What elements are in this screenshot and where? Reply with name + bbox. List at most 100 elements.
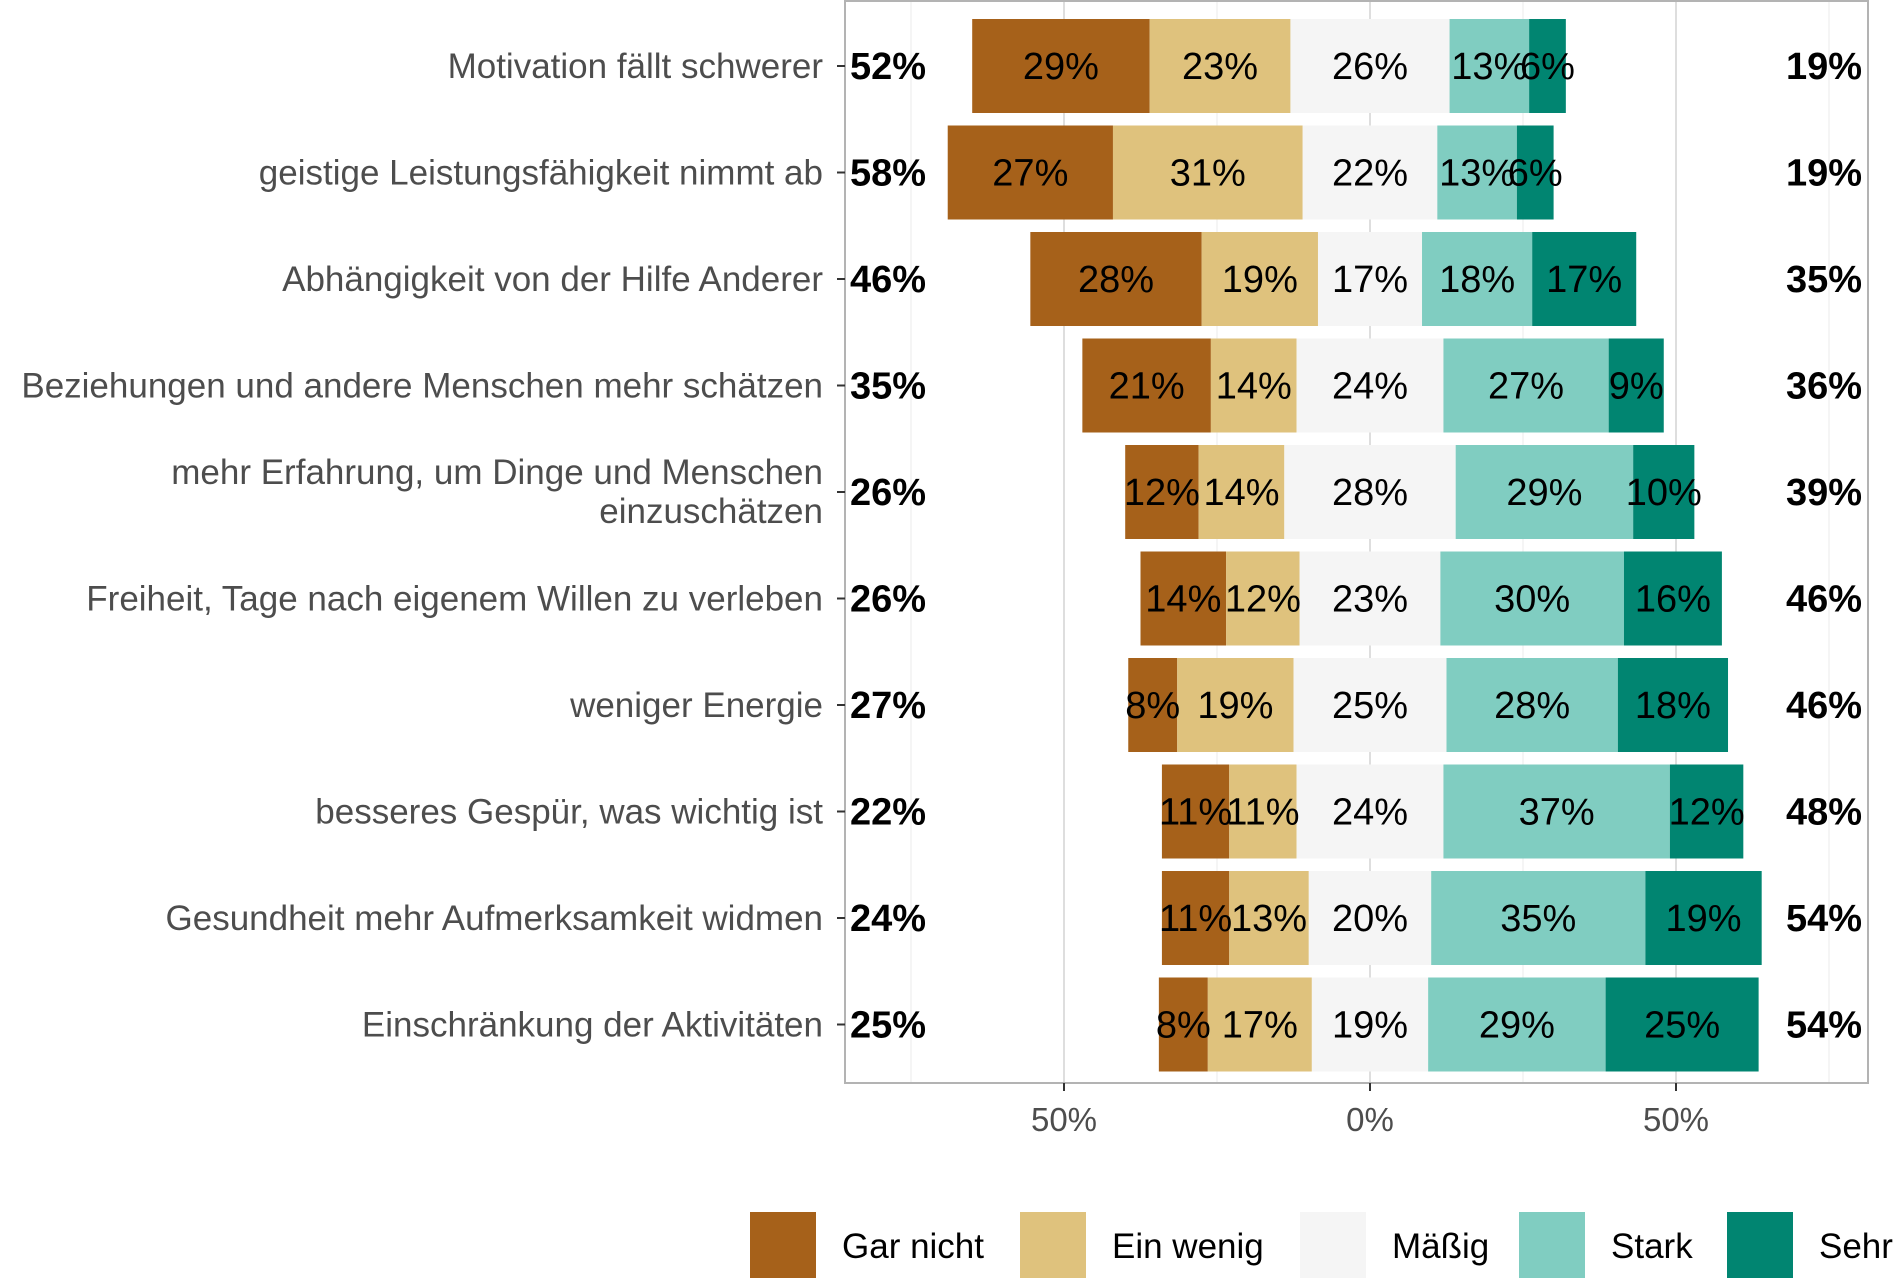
bar-segment-ein-wenig (1210, 338, 1297, 433)
high-total-label: 54% (1786, 898, 1862, 940)
segment-value-label: 17% (1332, 259, 1408, 301)
segment-value-label: 8% (1156, 1005, 1211, 1047)
bar-segment-sehr (1645, 871, 1762, 965)
segment-value-label: 24% (1332, 792, 1408, 834)
bar-segment-sehr (1529, 19, 1566, 113)
segment-value-label: 18% (1635, 685, 1711, 727)
segment-value-label: 23% (1182, 46, 1258, 88)
category-label: Beziehungen und andere Menschen mehr sch… (21, 367, 823, 406)
segment-value-label: 24% (1332, 366, 1408, 408)
legend-key-mäßig (1300, 1212, 1366, 1278)
low-total-label: 26% (850, 579, 926, 621)
segment-value-label: 14% (1145, 579, 1221, 621)
category-label: Motivation fällt schwerer (448, 47, 824, 86)
high-total-label: 35% (1786, 259, 1862, 301)
low-total-label: 26% (850, 472, 926, 514)
bar-segment-ein-wenig (1177, 658, 1294, 752)
low-total-label: 24% (850, 898, 926, 940)
bar-segment-ein-wenig (1149, 19, 1291, 113)
bar-segment-gar-nicht (1161, 764, 1230, 859)
bar-segment-mäßig (1299, 551, 1441, 646)
bar-segment-ein-wenig (1207, 977, 1312, 1072)
high-total-label: 48% (1786, 792, 1862, 834)
category-label: Abhängigkeit von der Hilfe Anderer (282, 260, 823, 299)
segment-value-label: 18% (1439, 259, 1515, 301)
bar-segment-stark (1428, 977, 1606, 1072)
high-total-label: 39% (1786, 472, 1862, 514)
segment-value-label: 10% (1626, 472, 1702, 514)
bar-segment-stark (1443, 764, 1670, 859)
category-label: besseres Gespür, was wichtig ist (315, 793, 823, 832)
bar-segment-ein-wenig (1226, 551, 1300, 646)
segment-value-label: 28% (1494, 685, 1570, 727)
segment-value-label: 13% (1439, 153, 1515, 195)
bar-segment-sehr (1617, 658, 1729, 752)
bar-segment-sehr (1623, 551, 1722, 646)
bars-layer (947, 19, 1762, 1072)
x-axis-tick-label: 50% (1643, 1101, 1709, 1138)
category-label: geistige Leistungsfähigkeit nimmt ab (259, 154, 823, 193)
segment-value-label: 12% (1669, 792, 1745, 834)
segment-value-label: 25% (1332, 685, 1408, 727)
bar-segment-mäßig (1284, 445, 1456, 539)
segment-value-label: 22% (1332, 153, 1408, 195)
segment-value-label: 12% (1124, 472, 1200, 514)
bar-segment-gar-nicht (1128, 658, 1178, 752)
legend-label-sehr: Sehr (1819, 1227, 1893, 1266)
bar-segment-gar-nicht (972, 19, 1150, 113)
legend-label-ein-wenig: Ein wenig (1112, 1227, 1264, 1266)
high-total-label: 54% (1786, 1005, 1862, 1047)
legend-label-stark: Stark (1611, 1227, 1693, 1266)
segment-value-label: 13% (1231, 898, 1307, 940)
segment-value-label: 26% (1332, 46, 1408, 88)
category-label: Einschränkung der Aktivitäten (362, 1006, 823, 1045)
bar-segment-mäßig (1308, 871, 1432, 965)
segment-value-label: 28% (1078, 259, 1154, 301)
bar-segment-ein-wenig (1201, 232, 1318, 326)
bar-segment-mäßig (1293, 658, 1447, 752)
high-total-label: 19% (1786, 153, 1862, 195)
category-label: Freiheit, Tage nach eigenem Willen zu ve… (86, 580, 823, 619)
panel-border (844, 0, 1869, 1084)
x-axis-tick-label: 50% (1031, 1101, 1097, 1138)
bar-segment-sehr (1669, 764, 1744, 859)
low-total-label: 35% (850, 366, 926, 408)
bar-segment-gar-nicht (1030, 232, 1202, 326)
bar-segment-sehr (1605, 977, 1759, 1072)
low-total-label: 27% (850, 685, 926, 727)
bar-segment-stark (1443, 338, 1609, 433)
bar-segment-stark (1437, 125, 1517, 220)
segment-value-label: 12% (1225, 579, 1301, 621)
segment-value-label: 14% (1216, 366, 1292, 408)
bar-segment-stark (1431, 871, 1646, 965)
bar-segment-gar-nicht (1161, 871, 1230, 965)
low-total-label: 46% (850, 259, 926, 301)
segment-value-label: 27% (992, 153, 1068, 195)
bar-segment-stark (1440, 551, 1624, 646)
segment-value-label: 27% (1488, 366, 1564, 408)
segment-value-label: 29% (1023, 46, 1099, 88)
segment-value-label: 29% (1506, 472, 1582, 514)
category-label: mehr Erfahrung, um Dinge und Menschen (171, 453, 823, 492)
segment-value-label: 28% (1332, 472, 1408, 514)
segment-value-label: 9% (1609, 366, 1664, 408)
segment-value-label: 13% (1451, 46, 1527, 88)
legend-key-sehr (1727, 1212, 1793, 1278)
legend-label-mäßig: Mäßig (1392, 1227, 1489, 1266)
segment-value-label: 21% (1109, 366, 1185, 408)
category-label: weniger Energie (569, 686, 823, 725)
bar-segment-mäßig (1317, 232, 1423, 326)
segment-value-label: 11% (1159, 898, 1232, 940)
legend: Gar nicht Ein wenig Mäßig Stark Sehr (750, 1212, 1893, 1278)
high-total-label: 19% (1786, 46, 1862, 88)
bar-segment-gar-nicht (1082, 338, 1211, 433)
segment-value-label: 37% (1519, 792, 1595, 834)
segment-value-label: 30% (1494, 579, 1570, 621)
segment-value-label: 19% (1197, 685, 1273, 727)
segment-value-label: 19% (1332, 1005, 1408, 1047)
segment-value-label: 19% (1222, 259, 1298, 301)
high-total-label: 46% (1786, 579, 1862, 621)
bar-segment-sehr (1532, 232, 1637, 326)
segment-value-label: 23% (1332, 579, 1408, 621)
